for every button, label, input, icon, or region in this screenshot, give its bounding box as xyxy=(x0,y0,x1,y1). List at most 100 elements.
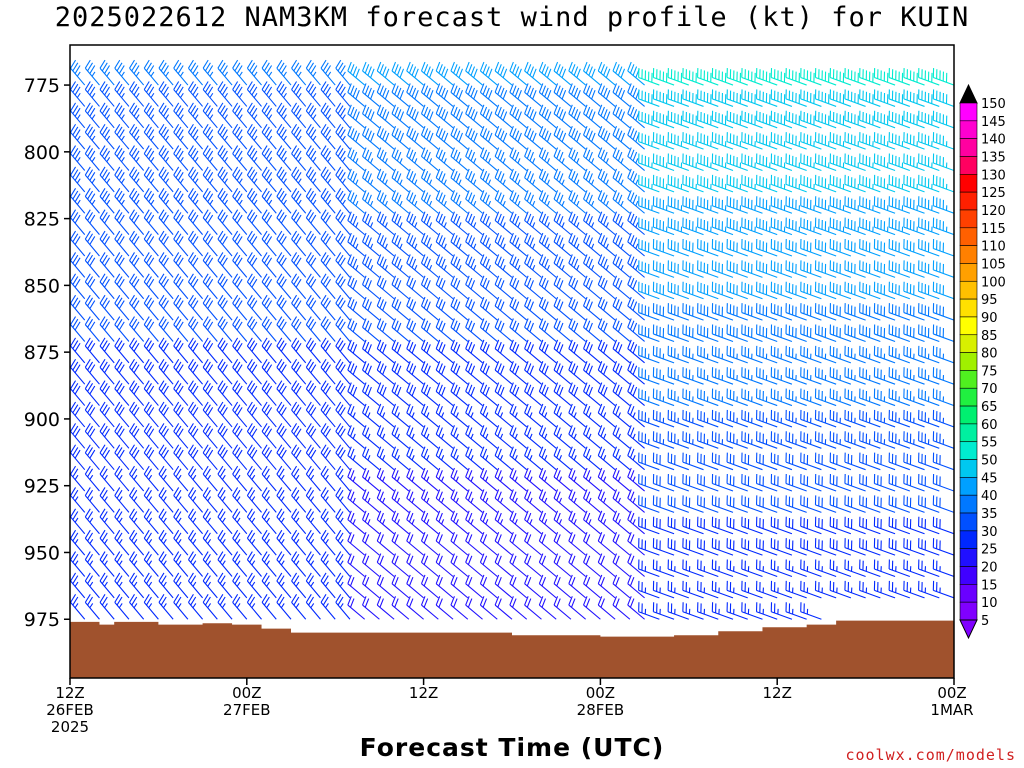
wind-barb xyxy=(524,254,542,278)
wind-barb xyxy=(829,345,852,364)
wind-barb xyxy=(667,217,689,236)
colorbar-label: 150 xyxy=(981,97,1006,112)
wind-barb xyxy=(362,147,380,171)
wind-barb xyxy=(376,83,395,107)
wind-barb xyxy=(918,174,940,193)
wind-barb xyxy=(538,574,557,599)
wind-barb xyxy=(305,380,321,406)
wind-barb xyxy=(903,495,925,513)
wind-barb xyxy=(538,467,557,492)
wind-barb xyxy=(859,132,881,150)
wind-barb xyxy=(450,574,469,599)
wind-barb xyxy=(261,102,277,129)
wind-barb xyxy=(158,145,174,171)
wind-barb xyxy=(553,104,572,129)
wind-barb xyxy=(918,474,940,492)
wind-barb xyxy=(597,403,616,428)
wind-barb xyxy=(652,452,675,471)
wind-barb xyxy=(114,487,130,513)
wind-barb xyxy=(465,489,483,513)
wind-barb xyxy=(129,508,145,535)
y-tick-label: 900 xyxy=(24,409,60,431)
wind-barb xyxy=(450,489,469,513)
wind-barb xyxy=(568,232,587,257)
wind-barb xyxy=(859,559,881,578)
wind-barb xyxy=(538,596,557,620)
wind-barb xyxy=(84,188,100,214)
wind-barb xyxy=(873,89,896,107)
x-tick-label: 27FEB xyxy=(223,701,270,719)
wind-barb xyxy=(859,89,881,107)
wind-barb xyxy=(114,380,130,406)
wind-barb xyxy=(612,531,631,556)
wind-barb xyxy=(697,388,719,407)
colorbar-label: 45 xyxy=(981,471,998,486)
colorbar-swatch xyxy=(959,191,978,211)
wind-barb xyxy=(859,495,881,513)
wind-barb xyxy=(494,361,513,385)
wind-barb xyxy=(785,367,807,385)
wind-barb xyxy=(627,425,645,449)
wind-barb xyxy=(114,81,130,107)
wind-barb xyxy=(538,382,557,406)
wind-barb xyxy=(420,61,439,86)
wind-barb xyxy=(158,209,174,235)
wind-barb xyxy=(173,123,189,150)
colorbar-swatch xyxy=(959,174,978,193)
wind-barb xyxy=(420,125,439,150)
wind-barb xyxy=(627,83,645,107)
wind-barb xyxy=(652,580,675,599)
wind-barb xyxy=(524,83,542,107)
wind-barb xyxy=(362,211,380,236)
wind-barb xyxy=(435,553,454,577)
wind-barb xyxy=(814,367,837,385)
wind-barb xyxy=(785,89,807,107)
wind-barb xyxy=(553,467,572,492)
wind-barb xyxy=(638,89,660,107)
wind-barb xyxy=(376,382,395,406)
wind-barb xyxy=(568,489,587,513)
wind-barb xyxy=(494,553,513,577)
wind-barb xyxy=(553,275,572,300)
wind-barb xyxy=(800,516,822,535)
wind-barb xyxy=(246,145,262,171)
wind-barb xyxy=(509,596,528,620)
wind-barb xyxy=(612,211,631,236)
wind-barb xyxy=(627,254,645,278)
wind-barb xyxy=(494,296,513,321)
wind-barb xyxy=(70,81,86,107)
wind-barb xyxy=(187,508,204,535)
wind-barb xyxy=(583,510,601,535)
wind-barb xyxy=(755,174,778,193)
wind-barb xyxy=(362,489,380,513)
wind-barb xyxy=(711,367,734,385)
wind-barb xyxy=(305,102,321,129)
wind-barb xyxy=(667,238,689,257)
wind-barb xyxy=(99,551,115,577)
wind-barb xyxy=(800,303,822,321)
wind-barb xyxy=(347,125,366,150)
wind-barb xyxy=(362,83,380,107)
wind-barb xyxy=(755,388,778,407)
wind-barb xyxy=(770,153,793,172)
wind-barb xyxy=(711,174,734,193)
wind-barb xyxy=(246,401,262,428)
wind-barb xyxy=(70,188,86,214)
wind-barb xyxy=(918,538,940,556)
wind-barb xyxy=(129,529,145,556)
wind-barb xyxy=(291,444,307,471)
wind-barb xyxy=(627,489,645,513)
wind-barb xyxy=(70,465,86,492)
wind-barb xyxy=(479,190,498,214)
wind-barb xyxy=(276,423,292,449)
wind-barb xyxy=(276,209,292,235)
wind-barb xyxy=(158,594,174,620)
wind-barb xyxy=(829,110,852,129)
wind-barb xyxy=(829,409,852,428)
wind-barb xyxy=(246,444,262,471)
colorbar-label: 65 xyxy=(981,400,998,415)
wind-barb xyxy=(99,166,115,193)
wind-barb xyxy=(903,217,925,236)
wind-barb xyxy=(652,388,675,407)
